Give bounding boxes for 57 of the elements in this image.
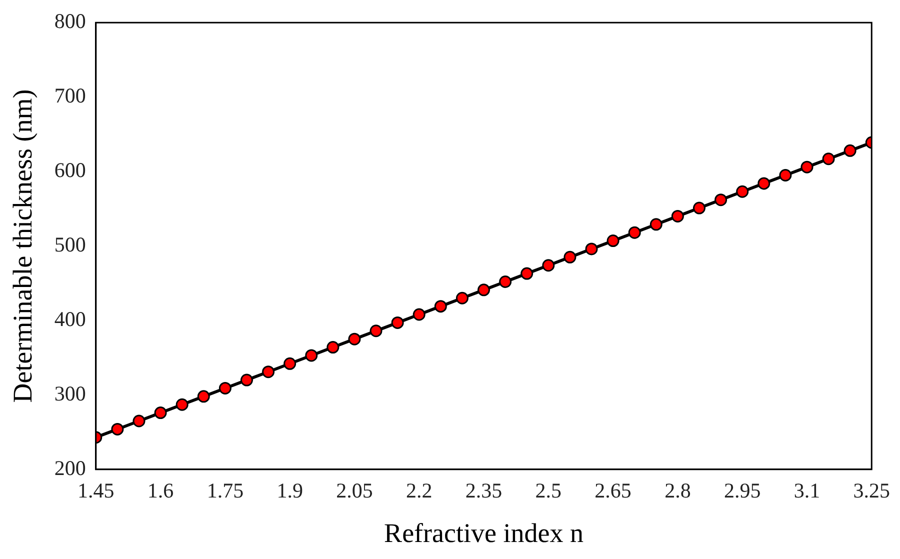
point bbox=[176, 398, 188, 411]
x-tick-label: 3.25 bbox=[853, 478, 890, 503]
point bbox=[520, 267, 534, 280]
x-tick-label: 2.2 bbox=[406, 478, 432, 503]
point bbox=[671, 210, 684, 222]
point bbox=[370, 324, 382, 338]
y-axis-title: Determinable thickness (nm) bbox=[7, 89, 38, 403]
point bbox=[822, 152, 835, 166]
point bbox=[606, 234, 620, 248]
point bbox=[585, 242, 598, 256]
y-tick-label: 600 bbox=[54, 158, 86, 182]
point bbox=[434, 300, 447, 313]
y-tick-label: 200 bbox=[54, 456, 86, 480]
point bbox=[262, 366, 275, 378]
point bbox=[240, 374, 253, 386]
point bbox=[478, 284, 490, 296]
point bbox=[391, 316, 404, 329]
point bbox=[628, 226, 641, 239]
x-tick-label: 1.6 bbox=[147, 478, 174, 503]
y-tick-label: 700 bbox=[54, 84, 86, 108]
point bbox=[758, 177, 770, 190]
point bbox=[564, 250, 576, 264]
point bbox=[412, 308, 426, 321]
point bbox=[542, 259, 555, 272]
point bbox=[779, 169, 792, 182]
point bbox=[154, 406, 167, 420]
x-tick-label: 2.35 bbox=[465, 478, 502, 503]
x-tick-label: 2.95 bbox=[724, 478, 761, 503]
point bbox=[692, 202, 706, 214]
point bbox=[348, 332, 361, 346]
point bbox=[499, 275, 512, 288]
y-tick-label: 300 bbox=[54, 381, 86, 406]
point bbox=[800, 160, 814, 174]
x-tick-label: 1.9 bbox=[276, 478, 303, 503]
x-tick-label: 2.05 bbox=[336, 478, 373, 503]
y-tick-label: 400 bbox=[54, 306, 86, 331]
x-tick-label: 1.45 bbox=[78, 478, 114, 503]
x-tick-label: 2.8 bbox=[664, 478, 691, 503]
x-axis-title: Refractive index n bbox=[384, 518, 584, 548]
point bbox=[305, 349, 318, 362]
point bbox=[844, 144, 856, 157]
point bbox=[326, 341, 340, 354]
y-tick-label: 800 bbox=[54, 9, 86, 34]
point bbox=[111, 422, 124, 436]
x-tick-label: 3.1 bbox=[794, 478, 820, 503]
y-tick-label: 500 bbox=[54, 232, 86, 257]
x-tick-label: 2.5 bbox=[535, 478, 562, 503]
point bbox=[650, 218, 662, 231]
point bbox=[736, 185, 749, 198]
point bbox=[197, 390, 210, 403]
point bbox=[456, 292, 468, 304]
x-tick-label: 1.75 bbox=[206, 478, 244, 503]
point bbox=[284, 357, 296, 370]
point bbox=[218, 382, 232, 394]
x-tick-label: 2.65 bbox=[594, 478, 632, 503]
point bbox=[132, 414, 146, 428]
point bbox=[714, 194, 728, 206]
